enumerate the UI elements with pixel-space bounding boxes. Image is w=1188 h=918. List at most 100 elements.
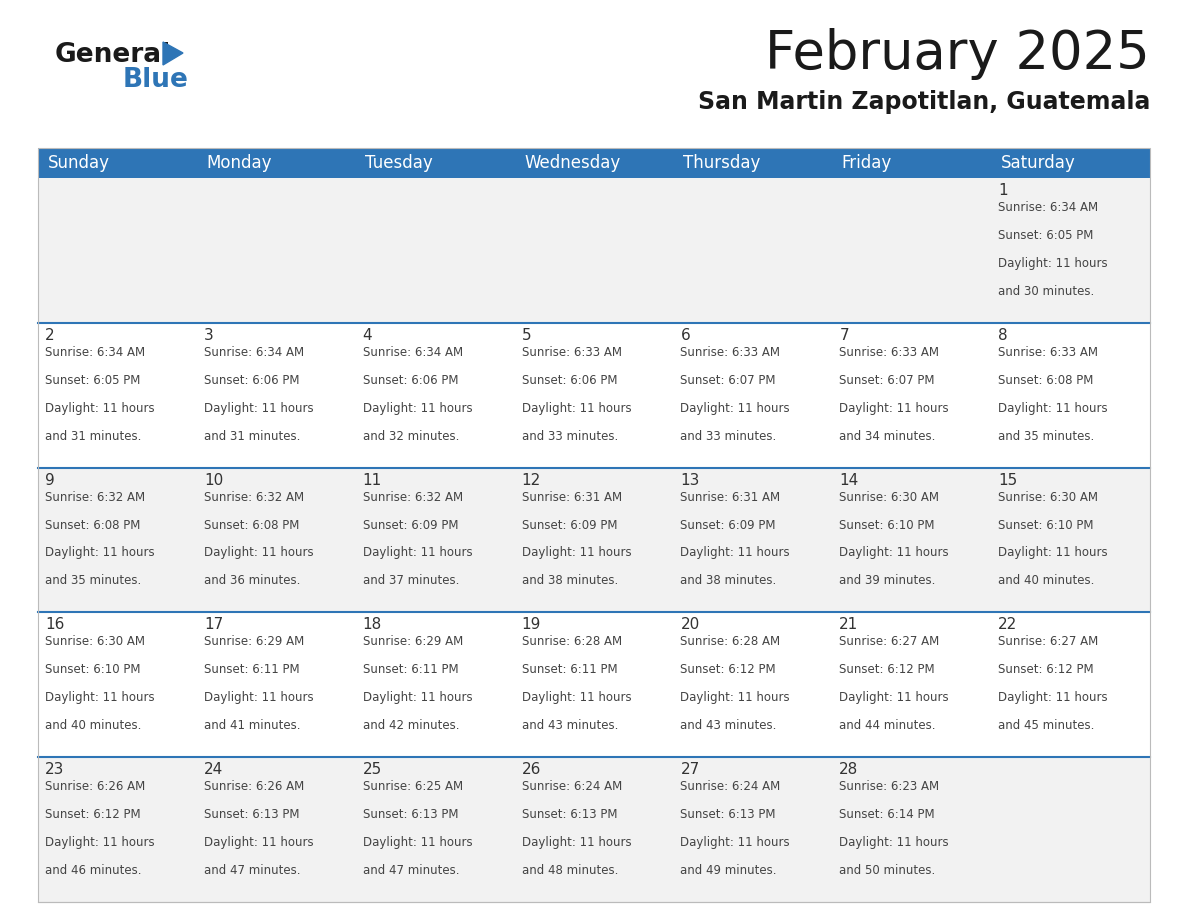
Bar — [197, 467, 355, 612]
Text: Daylight: 11 hours: Daylight: 11 hours — [362, 836, 473, 849]
Text: 25: 25 — [362, 762, 383, 778]
Text: Sunrise: 6:34 AM: Sunrise: 6:34 AM — [362, 346, 463, 359]
Text: 7: 7 — [839, 328, 849, 342]
Text: Daylight: 11 hours: Daylight: 11 hours — [362, 691, 473, 704]
Text: 18: 18 — [362, 618, 383, 633]
Text: Blue: Blue — [124, 67, 189, 93]
Text: 24: 24 — [204, 762, 223, 778]
Bar — [38, 148, 197, 178]
Text: 4: 4 — [362, 328, 372, 342]
Text: Tuesday: Tuesday — [365, 154, 432, 172]
Text: 10: 10 — [204, 473, 223, 487]
Text: and 35 minutes.: and 35 minutes. — [45, 575, 141, 588]
Text: Sunrise: 6:28 AM: Sunrise: 6:28 AM — [522, 635, 621, 648]
Bar — [833, 148, 991, 178]
Bar — [833, 178, 991, 323]
Bar — [355, 757, 514, 902]
Text: Sunset: 6:11 PM: Sunset: 6:11 PM — [362, 664, 459, 677]
Text: and 49 minutes.: and 49 minutes. — [681, 864, 777, 877]
Text: Sunset: 6:10 PM: Sunset: 6:10 PM — [998, 519, 1094, 532]
Text: Sunrise: 6:27 AM: Sunrise: 6:27 AM — [839, 635, 940, 648]
Text: and 45 minutes.: and 45 minutes. — [998, 719, 1094, 733]
Text: Sunrise: 6:26 AM: Sunrise: 6:26 AM — [45, 780, 145, 793]
Text: Sunset: 6:08 PM: Sunset: 6:08 PM — [45, 519, 140, 532]
Text: and 32 minutes.: and 32 minutes. — [362, 430, 459, 442]
Text: Daylight: 11 hours: Daylight: 11 hours — [522, 546, 631, 559]
Text: Sunrise: 6:33 AM: Sunrise: 6:33 AM — [522, 346, 621, 359]
Bar — [833, 757, 991, 902]
Text: and 42 minutes.: and 42 minutes. — [362, 719, 460, 733]
Bar — [197, 757, 355, 902]
Text: Daylight: 11 hours: Daylight: 11 hours — [681, 836, 790, 849]
Text: Daylight: 11 hours: Daylight: 11 hours — [362, 546, 473, 559]
Bar — [674, 148, 833, 178]
Text: 11: 11 — [362, 473, 383, 487]
Text: Sunset: 6:09 PM: Sunset: 6:09 PM — [522, 519, 617, 532]
Bar — [355, 323, 514, 467]
Text: General: General — [55, 42, 171, 68]
Text: and 43 minutes.: and 43 minutes. — [522, 719, 618, 733]
Text: Sunrise: 6:30 AM: Sunrise: 6:30 AM — [45, 635, 145, 648]
Text: Sunset: 6:12 PM: Sunset: 6:12 PM — [681, 664, 776, 677]
Text: and 38 minutes.: and 38 minutes. — [522, 575, 618, 588]
Text: 20: 20 — [681, 618, 700, 633]
Text: February 2025: February 2025 — [765, 28, 1150, 80]
Bar — [674, 467, 833, 612]
Text: Sunrise: 6:31 AM: Sunrise: 6:31 AM — [522, 490, 621, 504]
Text: 27: 27 — [681, 762, 700, 778]
Text: 1: 1 — [998, 183, 1007, 198]
Bar — [38, 148, 1150, 902]
Text: and 47 minutes.: and 47 minutes. — [362, 864, 460, 877]
Text: 9: 9 — [45, 473, 55, 487]
Text: and 40 minutes.: and 40 minutes. — [998, 575, 1094, 588]
Text: Sunset: 6:05 PM: Sunset: 6:05 PM — [998, 229, 1093, 242]
Bar — [674, 757, 833, 902]
Text: 15: 15 — [998, 473, 1017, 487]
Text: and 30 minutes.: and 30 minutes. — [998, 285, 1094, 297]
Text: Daylight: 11 hours: Daylight: 11 hours — [681, 691, 790, 704]
Text: 28: 28 — [839, 762, 859, 778]
Text: and 39 minutes.: and 39 minutes. — [839, 575, 936, 588]
Text: Sunset: 6:06 PM: Sunset: 6:06 PM — [362, 374, 459, 386]
Polygon shape — [163, 42, 183, 65]
Text: and 40 minutes.: and 40 minutes. — [45, 719, 141, 733]
Text: and 36 minutes.: and 36 minutes. — [204, 575, 301, 588]
Text: Daylight: 11 hours: Daylight: 11 hours — [522, 691, 631, 704]
Text: Sunrise: 6:27 AM: Sunrise: 6:27 AM — [998, 635, 1099, 648]
Bar — [991, 467, 1150, 612]
Text: 21: 21 — [839, 618, 859, 633]
Text: Sunrise: 6:34 AM: Sunrise: 6:34 AM — [204, 346, 304, 359]
Text: Sunset: 6:07 PM: Sunset: 6:07 PM — [681, 374, 776, 386]
Text: and 43 minutes.: and 43 minutes. — [681, 719, 777, 733]
Bar — [355, 178, 514, 323]
Text: Daylight: 11 hours: Daylight: 11 hours — [681, 546, 790, 559]
Text: Sunrise: 6:23 AM: Sunrise: 6:23 AM — [839, 780, 940, 793]
Text: Sunrise: 6:29 AM: Sunrise: 6:29 AM — [362, 635, 463, 648]
Text: Sunset: 6:09 PM: Sunset: 6:09 PM — [362, 519, 459, 532]
Text: Sunset: 6:11 PM: Sunset: 6:11 PM — [522, 664, 618, 677]
Text: and 47 minutes.: and 47 minutes. — [204, 864, 301, 877]
Text: Sunset: 6:13 PM: Sunset: 6:13 PM — [681, 808, 776, 821]
Text: Daylight: 11 hours: Daylight: 11 hours — [45, 836, 154, 849]
Text: Sunset: 6:06 PM: Sunset: 6:06 PM — [522, 374, 617, 386]
Bar — [674, 612, 833, 757]
Text: 3: 3 — [204, 328, 214, 342]
Text: and 33 minutes.: and 33 minutes. — [522, 430, 618, 442]
Text: and 48 minutes.: and 48 minutes. — [522, 864, 618, 877]
Bar — [355, 148, 514, 178]
Text: and 34 minutes.: and 34 minutes. — [839, 430, 936, 442]
Bar — [991, 757, 1150, 902]
Text: Sunrise: 6:33 AM: Sunrise: 6:33 AM — [839, 346, 940, 359]
Bar — [833, 467, 991, 612]
Text: Sunrise: 6:25 AM: Sunrise: 6:25 AM — [362, 780, 463, 793]
Bar — [833, 323, 991, 467]
Text: Daylight: 11 hours: Daylight: 11 hours — [522, 836, 631, 849]
Bar — [197, 178, 355, 323]
Text: Sunset: 6:05 PM: Sunset: 6:05 PM — [45, 374, 140, 386]
Text: Sunrise: 6:28 AM: Sunrise: 6:28 AM — [681, 635, 781, 648]
Text: Daylight: 11 hours: Daylight: 11 hours — [998, 546, 1107, 559]
Bar — [197, 612, 355, 757]
Text: Sunset: 6:06 PM: Sunset: 6:06 PM — [204, 374, 299, 386]
Text: and 44 minutes.: and 44 minutes. — [839, 719, 936, 733]
Text: and 31 minutes.: and 31 minutes. — [204, 430, 301, 442]
